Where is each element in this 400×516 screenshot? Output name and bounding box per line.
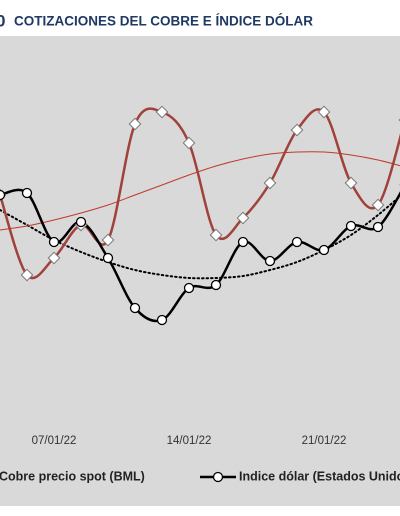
marker [236,211,250,225]
marker [21,187,33,199]
marker [182,136,196,150]
marker [290,123,304,137]
marker [183,282,195,294]
series-line [0,107,400,280]
x-tick-label: 14/01/22 [167,435,212,447]
plot-background [0,36,400,506]
marker [75,216,87,228]
marker [129,302,141,314]
legend-label: Cobre precio spot (BML) [0,469,145,483]
chart-title: COTIZACIONES DEL COBRE E ÍNDICE DÓLAR [14,14,313,29]
marker [101,233,115,247]
marker [156,314,168,326]
marker [102,252,114,264]
marker [20,268,34,282]
legend-marker [212,471,224,483]
marker [372,221,384,233]
marker [318,244,330,256]
marker [263,176,277,190]
marker [48,236,60,248]
marker [317,105,331,119]
figure-number: 0 [0,11,5,30]
trend-line [0,151,400,231]
x-tick-label: 07/01/22 [32,435,77,447]
marker [209,228,223,242]
marker [291,236,303,248]
legend-label: Indice dólar (Estados Unidos) [239,469,400,483]
x-tick-label: 21/01/22 [302,435,347,447]
marker [0,189,6,201]
series-line [0,188,400,323]
marker [344,176,358,190]
marker [210,279,222,291]
trend-line [0,195,400,280]
marker [264,255,276,267]
marker [237,236,249,248]
marker [371,198,385,212]
marker [47,251,61,265]
marker [128,117,142,131]
marker [345,220,357,232]
marker [155,105,169,119]
